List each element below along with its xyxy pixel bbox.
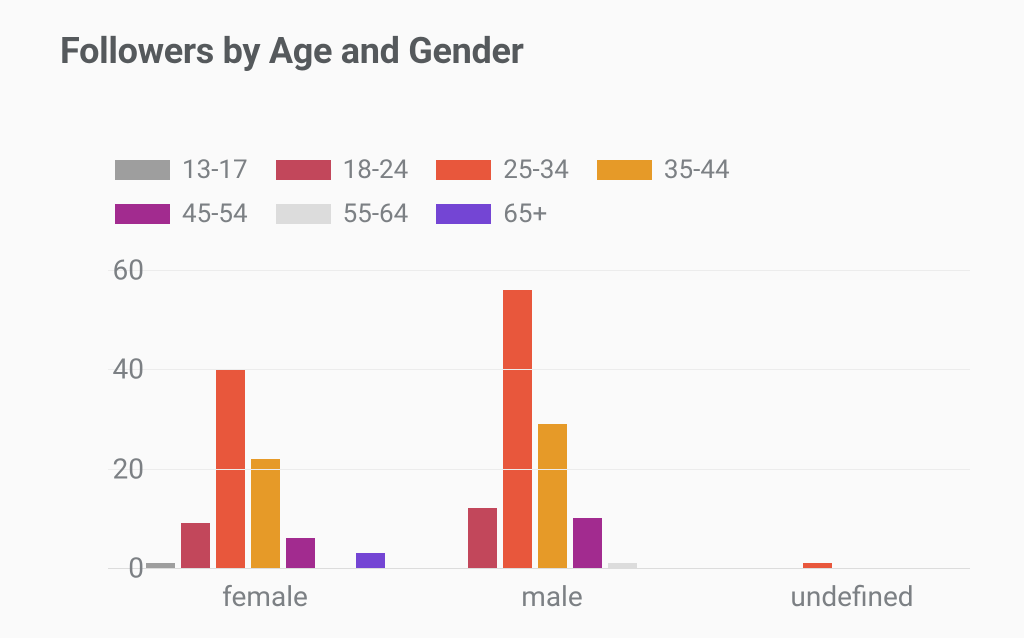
legend-item-25-34[interactable]: 25-34 [436, 155, 569, 185]
bars-layer [108, 270, 970, 568]
legend-swatch [436, 160, 491, 180]
bar-female-65+[interactable] [356, 553, 385, 568]
bar-male-35-44[interactable] [538, 424, 567, 568]
bar-male-18-24[interactable] [468, 508, 497, 568]
y-tick-label: 0 [84, 552, 144, 585]
legend-label: 18-24 [343, 155, 409, 185]
gridline [108, 469, 970, 470]
legend-item-45-54[interactable]: 45-54 [115, 199, 248, 229]
gridline [108, 270, 970, 271]
legend-label: 35-44 [664, 155, 730, 185]
legend-swatch [597, 160, 652, 180]
bar-male-45-54[interactable] [573, 518, 602, 568]
legend-item-18-24[interactable]: 18-24 [276, 155, 409, 185]
bar-female-35-44[interactable] [251, 459, 280, 568]
legend-swatch [115, 160, 170, 180]
chart-container: Followers by Age and Gender 13-17 18-24 25… [0, 0, 1024, 638]
y-tick-label: 20 [84, 452, 144, 485]
bar-female-45-54[interactable] [286, 538, 315, 568]
legend-label: 25-34 [503, 155, 569, 185]
x-axis-line [108, 568, 970, 569]
legend-swatch [276, 160, 331, 180]
x-tick-label: male [521, 580, 582, 613]
legend-item-13-17[interactable]: 13-17 [115, 155, 248, 185]
legend-label: 13-17 [182, 155, 248, 185]
legend-label: 55-64 [343, 199, 409, 229]
gridline [108, 369, 970, 370]
legend-item-65+[interactable]: 65+ [436, 199, 547, 229]
y-tick-label: 60 [84, 254, 144, 287]
legend: 13-17 18-24 25-34 35-44 45-54 55-64 65+ [115, 155, 835, 229]
plot-area [108, 270, 970, 568]
y-tick-label: 40 [84, 353, 144, 386]
chart-title: Followers by Age and Gender [60, 30, 523, 72]
legend-item-55-64[interactable]: 55-64 [276, 199, 409, 229]
bar-male-25-34[interactable] [503, 290, 532, 568]
legend-item-35-44[interactable]: 35-44 [597, 155, 730, 185]
legend-swatch [436, 204, 491, 224]
bar-female-18-24[interactable] [181, 523, 210, 568]
legend-swatch [115, 204, 170, 224]
legend-label: 65+ [503, 199, 547, 229]
x-tick-label: undefined [790, 580, 913, 613]
x-tick-label: female [222, 580, 308, 613]
legend-label: 45-54 [182, 199, 248, 229]
legend-swatch [276, 204, 331, 224]
